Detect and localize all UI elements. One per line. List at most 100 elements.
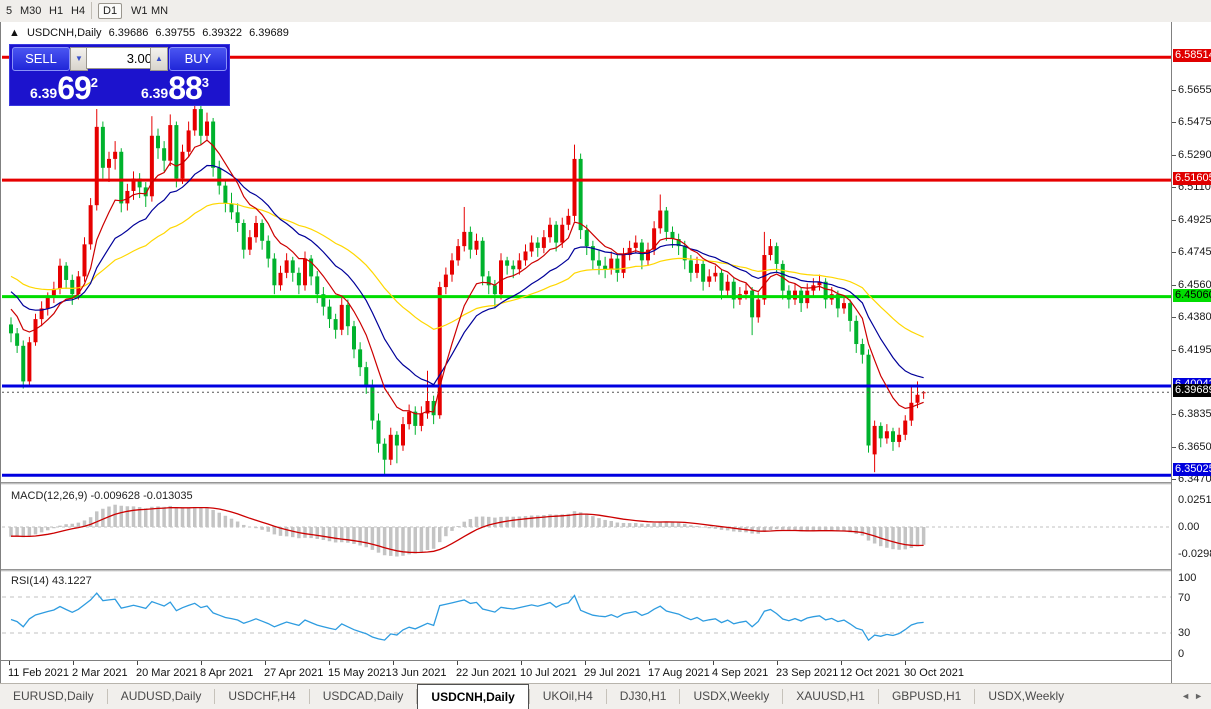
date-label: 20 Mar 2021 <box>136 667 198 679</box>
panel-separator[interactable] <box>1 482 1172 485</box>
chart-tab-usdchf-h4[interactable]: USDCHF,H4 <box>228 689 296 703</box>
ohlc-close: 6.39689 <box>249 27 289 39</box>
chart-tab-ukoil-h4[interactable]: UKOil,H4 <box>542 689 593 703</box>
date-tick <box>137 661 138 665</box>
price-tick <box>1172 187 1176 189</box>
price-tick <box>1172 122 1176 124</box>
price-tick <box>1172 317 1176 319</box>
price-tick-label: 6.56550 <box>1178 84 1211 97</box>
date-label: 4 Sep 2021 <box>712 667 769 679</box>
rsi-axis-label: 30 <box>1178 627 1191 639</box>
price-axis[interactable]: 6.565506.547506.529006.511006.492506.474… <box>1171 22 1211 683</box>
date-label: 11 Feb 2021 <box>8 667 69 679</box>
sell-button[interactable]: SELL <box>12 47 70 71</box>
chart-tab-usdx-weekly[interactable]: USDX,Weekly <box>693 689 770 703</box>
sell-price-display[interactable]: 6.39 69 2 <box>10 71 118 104</box>
timeframe-w1[interactable]: W1 <box>131 5 148 17</box>
date-label: 12 Oct 2021 <box>840 667 900 679</box>
collapse-triangle-icon[interactable]: ▲ <box>9 27 20 39</box>
tab-divider <box>605 689 607 704</box>
macd-label: MACD(12,26,9) -0.009628 -0.013035 <box>11 490 193 502</box>
macd-axis-label: -0.029881 <box>1178 548 1211 560</box>
tab-scroll-arrows[interactable]: ◄► <box>1181 691 1207 701</box>
date-tick <box>393 661 394 665</box>
price-tick-label: 6.43800 <box>1178 311 1211 324</box>
chart-tab-audusd-daily[interactable]: AUDUSD,Daily <box>120 689 202 703</box>
price-tick-label: 6.36500 <box>1178 441 1211 454</box>
panel-separator[interactable] <box>1 569 1172 572</box>
date-label: 27 Apr 2021 <box>264 667 324 679</box>
tab-divider <box>308 689 310 704</box>
rsi-indicator-canvas[interactable] <box>1 572 1172 659</box>
timeframe-h1[interactable]: H1 <box>49 5 64 17</box>
date-label: 30 Oct 2021 <box>904 667 964 679</box>
chart-tab-bar: EURUSD,Daily AUDUSD,Daily USDCHF,H4 USDCAD,… <box>0 683 1211 709</box>
date-label: 15 May 2021 <box>328 667 392 679</box>
tab-scroll-left-icon[interactable]: ◄ <box>1181 691 1195 701</box>
volume-input[interactable] <box>86 47 156 69</box>
date-tick <box>585 661 586 665</box>
date-tick <box>841 661 842 665</box>
tab-divider <box>416 689 418 704</box>
chart-tab-gbpusd-h1[interactable]: GBPUSD,H1 <box>891 689 962 703</box>
date-tick <box>521 661 522 665</box>
chart-tab-usdcnh-daily[interactable]: USDCNH,Daily <box>417 684 529 709</box>
date-axis[interactable]: 11 Feb 2021 2 Mar 2021 20 Mar 2021 8 Apr 20… <box>1 660 1172 684</box>
chart-window: ▲ USDCNH,Daily 6.39686 6.39755 6.39322 6… <box>0 22 1172 684</box>
rsi-axis-label: 0 <box>1178 648 1185 660</box>
volume-increase-button[interactable]: ▲ <box>150 47 168 71</box>
tab-scroll-right-icon[interactable]: ► <box>1194 691 1207 701</box>
date-label: 10 Jul 2021 <box>520 667 577 679</box>
chart-tab-usdcad-daily[interactable]: USDCAD,Daily <box>322 689 404 703</box>
price-tick <box>1172 90 1176 92</box>
timeframe-h4[interactable]: H4 <box>71 5 86 17</box>
rsi-axis-label: 100 <box>1178 572 1197 584</box>
tab-divider <box>877 689 879 704</box>
chart-tab-dj30-h1[interactable]: DJ30,H1 <box>619 689 667 703</box>
date-tick <box>329 661 330 665</box>
chart-tab-xauusd-h1[interactable]: XAUUSD,H1 <box>796 689 865 703</box>
price-tick-label: 6.54750 <box>1178 116 1211 129</box>
price-tick-label: 6.49250 <box>1178 214 1211 227</box>
buy-price-points: 88 <box>168 70 203 106</box>
date-tick <box>201 661 202 665</box>
date-tick <box>9 661 10 665</box>
price-tick-label: 6.47450 <box>1178 246 1211 259</box>
macd-axis-label: 0.00 <box>1178 521 1200 533</box>
date-tick <box>777 661 778 665</box>
buy-price-display[interactable]: 6.39 88 3 <box>122 70 228 106</box>
buy-price-main: 6.39 <box>140 85 169 101</box>
date-label: 2 Mar 2021 <box>72 667 128 679</box>
level-price-label: 6.58514 <box>1173 49 1211 63</box>
date-tick <box>905 661 906 665</box>
tab-divider <box>106 689 108 704</box>
rsi-axis-label: 70 <box>1178 592 1191 604</box>
chart-tab-usdx-weekly[interactable]: USDX,Weekly <box>988 689 1065 703</box>
timeframe-mn[interactable]: MN <box>151 5 169 17</box>
price-tick <box>1172 479 1176 481</box>
timeframe-m30[interactable]: M30 <box>20 5 42 17</box>
price-tick-label: 6.52900 <box>1178 149 1211 162</box>
timeframe-d1[interactable]: D1 <box>98 3 123 19</box>
chart-tab-eurusd-daily[interactable]: EURUSD,Daily <box>13 689 94 703</box>
price-tick <box>1172 252 1176 254</box>
price-tick <box>1172 447 1176 449</box>
tab-divider <box>974 689 976 704</box>
macd-indicator-canvas[interactable] <box>1 487 1172 569</box>
price-tick <box>1172 155 1176 157</box>
buy-price-pipette: 3 <box>201 75 210 90</box>
macd-axis-label: 0.025108 <box>1178 494 1211 506</box>
tab-divider <box>214 689 216 704</box>
date-label: 29 Jul 2021 <box>584 667 641 679</box>
price-chart-canvas[interactable] <box>1 24 1172 484</box>
date-tick <box>457 661 458 665</box>
chart-title-bar: ▲ USDCNH,Daily 6.39686 6.39755 6.39322 6… <box>9 27 293 39</box>
buy-button[interactable]: BUY <box>169 47 227 71</box>
timeframe-5[interactable]: 5 <box>6 5 13 17</box>
price-tick <box>1172 350 1176 352</box>
rsi-label: RSI(14) 43.1227 <box>11 575 92 587</box>
date-tick <box>265 661 266 665</box>
ohlc-open: 6.39686 <box>108 27 149 39</box>
tab-divider <box>528 689 530 704</box>
ohlc-high: 6.39755 <box>155 27 196 39</box>
